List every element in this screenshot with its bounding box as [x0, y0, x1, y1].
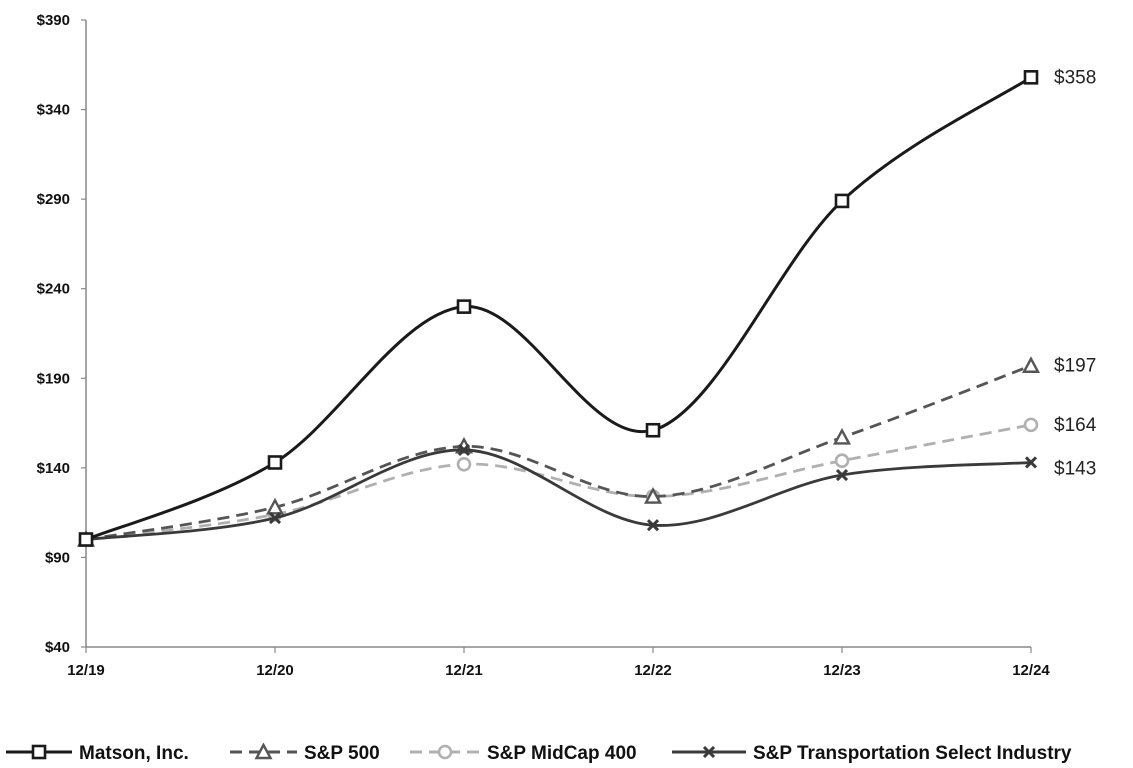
x-tick-label: 12/21	[445, 662, 483, 679]
data-point	[835, 468, 849, 482]
y-tick-label: $140	[37, 460, 70, 477]
data-point	[267, 455, 283, 470]
legend-item: S&P 500	[230, 742, 380, 764]
x-tick-label: 12/23	[823, 662, 861, 679]
legend: Matson, Inc. S&P 500 S&P MidCap 400 S&P Tra…	[6, 742, 1072, 764]
legend-item: S&P Transportation Select Industry	[672, 743, 1072, 764]
data-point	[265, 497, 285, 515]
y-tick-label: $240	[37, 281, 70, 298]
legend-item: Matson, Inc.	[6, 743, 189, 764]
y-tick-label: $340	[37, 102, 70, 119]
axes: $40 $90 $140 $190 $240 $290 $340 $390 12/19 12/20…	[37, 12, 1051, 679]
end-labels: $358 $197 $164 $143	[1054, 67, 1097, 479]
series-layer	[76, 70, 1041, 547]
data-point	[643, 486, 663, 504]
x-tick-label: 12/20	[256, 662, 294, 679]
series-s-p-transportation-select-industry	[79, 443, 1038, 546]
data-point	[268, 511, 282, 525]
legend-item: S&P MidCap 400	[410, 743, 637, 764]
y-tick-label: $40	[45, 639, 70, 656]
legend-label: S&P 500	[304, 743, 380, 764]
data-point	[457, 443, 471, 457]
y-tick-label: $290	[37, 191, 70, 208]
data-point	[1021, 356, 1041, 373]
end-value-label: $197	[1054, 356, 1096, 377]
legend-marker	[31, 744, 47, 760]
end-value-label: $358	[1054, 67, 1096, 88]
series-line	[85, 364, 1032, 541]
data-point	[1024, 456, 1038, 469]
data-point	[78, 532, 94, 547]
legend-marker	[437, 744, 453, 760]
data-point	[1023, 70, 1039, 85]
end-value-label: $143	[1054, 458, 1096, 479]
x-tick-label: 12/22	[634, 662, 672, 679]
y-tick-label: $90	[45, 549, 70, 566]
data-point	[832, 427, 852, 445]
data-point	[456, 456, 472, 472]
legend-label: S&P MidCap 400	[487, 743, 637, 764]
legend-label: S&P Transportation Select Industry	[753, 743, 1072, 764]
data-point	[834, 193, 850, 209]
end-value-label: $164	[1054, 415, 1097, 436]
series-line	[85, 423, 1032, 541]
data-point	[834, 453, 850, 468]
x-tick-label: 12/19	[67, 662, 105, 679]
data-point	[646, 519, 660, 532]
data-point	[456, 299, 472, 314]
series-line	[85, 448, 1032, 541]
data-point	[645, 422, 661, 438]
x-tick-label: 12/24	[1012, 662, 1050, 679]
legend-marker	[254, 742, 273, 760]
legend-marker	[702, 745, 716, 759]
y-tick-label: $190	[37, 370, 70, 387]
series-matson-inc	[78, 70, 1039, 547]
data-point	[1023, 417, 1039, 433]
legend-label: Matson, Inc.	[79, 743, 189, 764]
y-tick-label: $390	[37, 12, 70, 29]
